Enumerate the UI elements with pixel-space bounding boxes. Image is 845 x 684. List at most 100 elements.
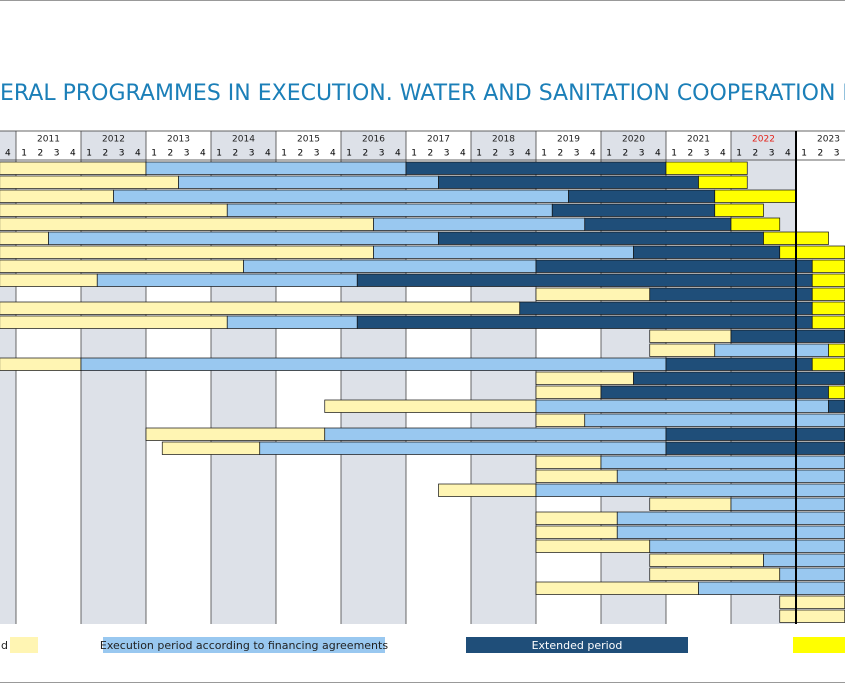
task-bar (226, 203, 553, 217)
quarter-label: 4 (5, 149, 11, 159)
task-bar (649, 287, 813, 301)
quarter-label: 1 (411, 149, 417, 159)
year-label: 2015 (297, 135, 320, 145)
quarter-label: 3 (184, 149, 190, 159)
quarter-label: 2 (298, 149, 304, 159)
task-bar (243, 259, 537, 273)
year-label: 2016 (362, 135, 385, 145)
task-bar (0, 217, 374, 231)
year-label: 2018 (492, 135, 515, 145)
task-bar (811, 259, 845, 273)
year-label: 2022 (752, 135, 775, 145)
quarter-label: 2 (688, 149, 694, 159)
quarter-label: 1 (216, 149, 222, 159)
quarter-label: 2 (753, 149, 759, 159)
quarter-label: 4 (785, 149, 791, 159)
task-bar (698, 581, 845, 595)
quarter-label: 3 (769, 149, 775, 159)
quarter-label: 1 (346, 149, 352, 159)
quarter-label: 2 (428, 149, 434, 159)
task-bar (535, 413, 586, 427)
task-bar (145, 161, 407, 175)
task-bar (438, 231, 764, 245)
quarter-label: 2 (168, 149, 174, 159)
quarter-label: 2 (38, 149, 44, 159)
legend-label: Execution period according to financing … (100, 639, 388, 652)
task-bar (811, 315, 845, 329)
quarter-label: 3 (509, 149, 515, 159)
legend-swatch (10, 637, 38, 653)
quarter-label: 3 (314, 149, 320, 159)
quarter-label: 3 (379, 149, 385, 159)
quarter-label: 3 (639, 149, 645, 159)
task-bar (0, 161, 147, 175)
task-bar (0, 357, 82, 371)
quarter-label: 1 (541, 149, 547, 159)
quarter-label: 1 (86, 149, 92, 159)
year-label: 2020 (622, 135, 645, 145)
quarter-label: 4 (525, 149, 531, 159)
task-bar (828, 343, 845, 357)
task-bar (714, 203, 764, 217)
task-bar (535, 371, 634, 385)
task-bar (665, 161, 748, 175)
quarter-label: 3 (704, 149, 710, 159)
task-bar (48, 231, 439, 245)
task-bar (80, 357, 667, 371)
task-bar (665, 357, 813, 371)
task-bar (226, 315, 358, 329)
task-bar (649, 497, 732, 511)
quarter-label: 2 (558, 149, 564, 159)
task-bar (535, 287, 651, 301)
task-bar (535, 469, 618, 483)
chart-title: ERAL PROGRAMMES IN EXECUTION. WATER AND … (0, 81, 845, 106)
task-bar (811, 287, 845, 301)
task-bar (0, 189, 114, 203)
task-bar (535, 385, 602, 399)
task-bar (600, 455, 845, 469)
task-bar (665, 427, 845, 441)
task-bar (535, 399, 829, 413)
quarter-label: 2 (493, 149, 499, 159)
year-label: 2014 (232, 135, 255, 145)
task-bar (633, 245, 781, 259)
task-bar (763, 553, 845, 567)
legend-swatch (793, 637, 845, 653)
task-bar (714, 343, 829, 357)
legend-swatch (103, 637, 385, 653)
task-bar (0, 259, 244, 273)
task-bar (600, 385, 829, 399)
quarter-label: 1 (671, 149, 677, 159)
task-bar (616, 525, 845, 539)
year-label: 2011 (37, 135, 60, 145)
task-bar (665, 441, 845, 455)
task-bar (519, 301, 813, 315)
quarter-label: 1 (151, 149, 157, 159)
task-bar (616, 469, 845, 483)
task-bar (535, 511, 618, 525)
task-bar (714, 189, 797, 203)
task-bar (0, 273, 98, 287)
year-label: 2012 (102, 135, 125, 145)
task-bar (356, 273, 813, 287)
quarter-label: 4 (460, 149, 466, 159)
task-bar (535, 581, 699, 595)
task-bar (535, 525, 618, 539)
task-bar (535, 539, 651, 553)
task-bar (405, 161, 667, 175)
quarter-label: 1 (606, 149, 612, 159)
task-bar (616, 511, 845, 525)
task-bar (584, 217, 732, 231)
quarter-label: 2 (623, 149, 629, 159)
task-bar (828, 399, 845, 413)
quarter-label: 3 (574, 149, 580, 159)
quarter-label: 4 (330, 149, 336, 159)
task-bar (373, 217, 586, 231)
quarter-label: 4 (135, 149, 141, 159)
task-bar (730, 217, 781, 231)
year-label: 2021 (687, 135, 710, 145)
task-bar (698, 175, 748, 189)
task-bar (649, 343, 716, 357)
quarter-label: 1 (476, 149, 482, 159)
year-label: 2023 (817, 135, 840, 145)
